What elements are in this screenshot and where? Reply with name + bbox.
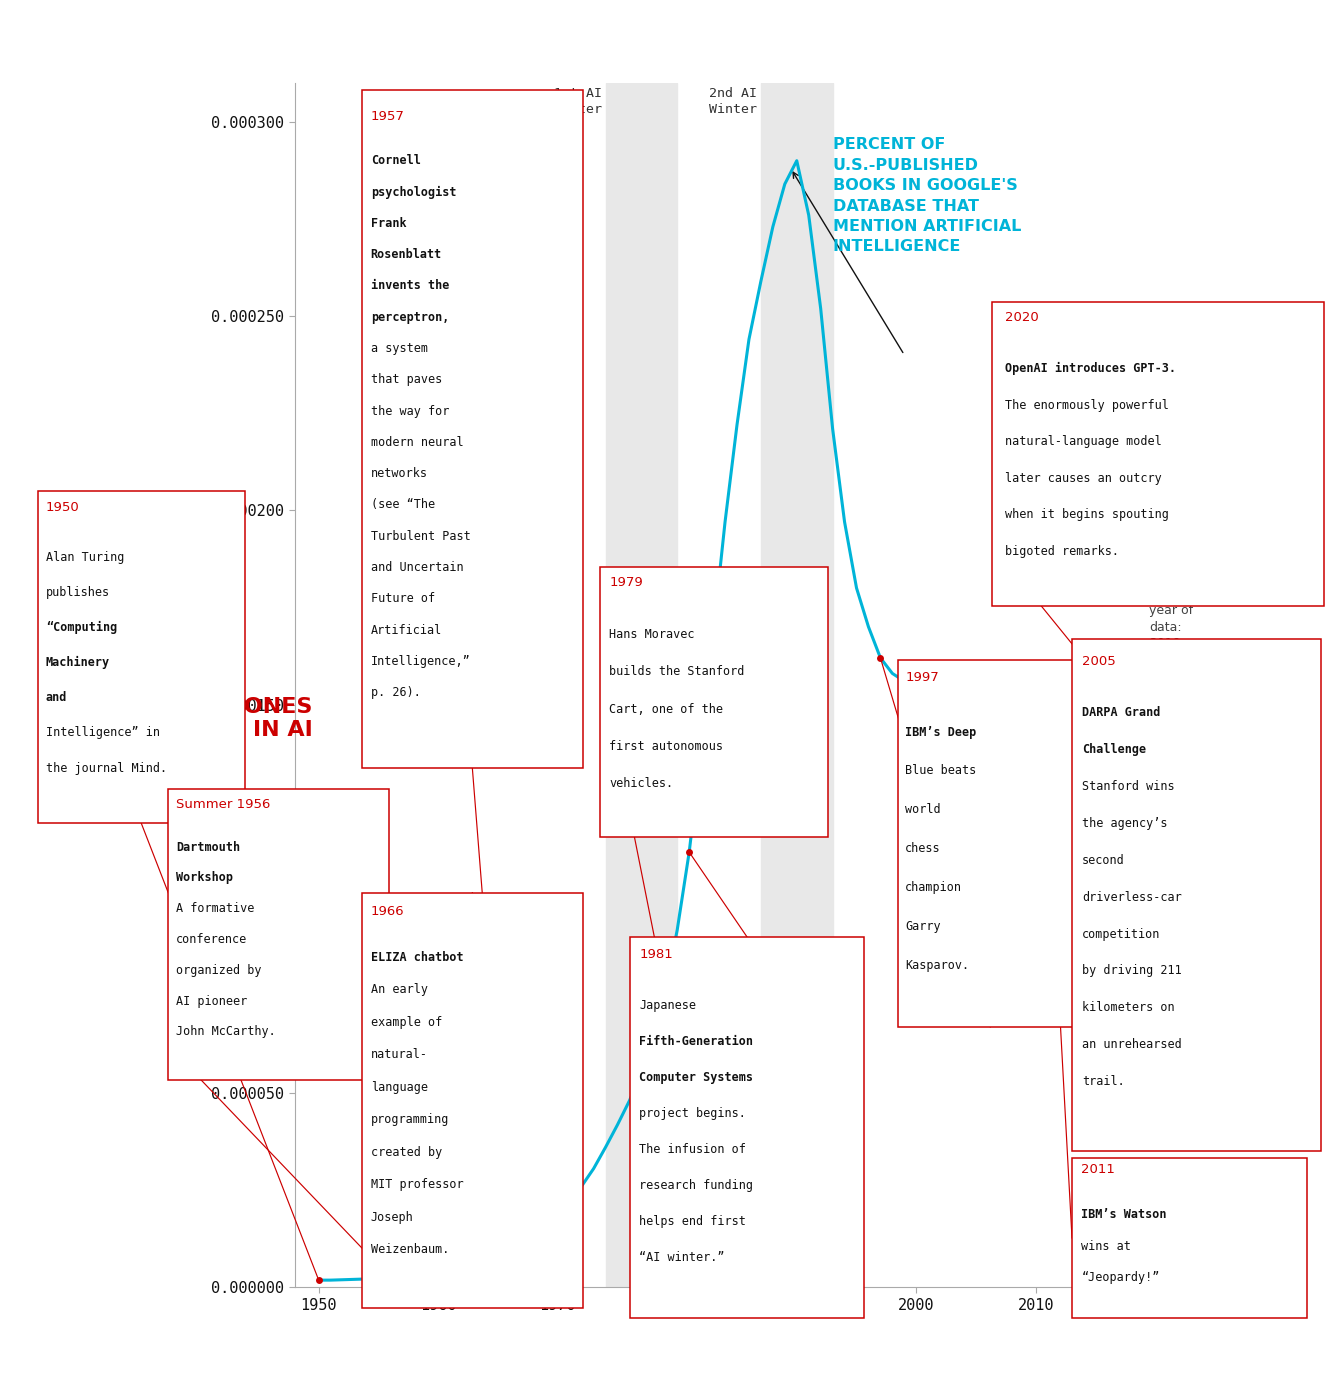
Text: Artificial: Artificial (371, 624, 442, 637)
Text: project begins.: project begins. (639, 1107, 746, 1120)
Bar (606, 83, 677, 1287)
Text: MILESTONES
IN AI: MILESTONES IN AI (153, 696, 312, 740)
Text: when it begins spouting: when it begins spouting (1005, 508, 1168, 522)
Text: “Computing: “Computing (46, 621, 117, 634)
Text: vehicles.: vehicles. (610, 778, 674, 790)
Text: created by: created by (371, 1146, 442, 1158)
Text: Rosenblatt: Rosenblatt (371, 248, 442, 262)
Text: MIT professor: MIT professor (371, 1178, 464, 1192)
Bar (761, 83, 832, 1287)
Text: networks: networks (371, 468, 427, 480)
Text: Computer Systems: Computer Systems (639, 1071, 753, 1084)
Text: perceptron,: perceptron, (371, 310, 449, 324)
Text: helps end first: helps end first (639, 1215, 746, 1228)
Text: The infusion of: The infusion of (639, 1143, 746, 1156)
Text: 2005: 2005 (1081, 655, 1116, 667)
Text: competition: competition (1081, 927, 1160, 941)
Text: a system: a system (371, 342, 427, 354)
Text: Challenge: Challenge (1081, 743, 1146, 756)
Text: A formative: A formative (177, 902, 255, 915)
Text: programming: programming (371, 1113, 449, 1127)
Text: Future of: Future of (371, 592, 434, 605)
Text: that paves: that paves (371, 374, 442, 386)
Text: Cornell: Cornell (371, 154, 421, 167)
Text: Fifth-Generation: Fifth-Generation (639, 1035, 753, 1048)
Text: “AI winter.”: “AI winter.” (639, 1251, 725, 1264)
Text: John McCarthy.: John McCarthy. (177, 1026, 276, 1038)
Text: 2011: 2011 (1081, 1163, 1115, 1176)
Text: The enormously powerful: The enormously powerful (1005, 399, 1168, 411)
Text: An early: An early (371, 983, 427, 996)
Text: Blue beats: Blue beats (906, 764, 977, 778)
Text: Machinery: Machinery (46, 656, 110, 668)
Text: invents the: invents the (371, 280, 449, 292)
Text: Workshop: Workshop (177, 872, 233, 884)
Text: Turbulent Past: Turbulent Past (371, 530, 470, 543)
Text: Weizenbaum.: Weizenbaum. (371, 1243, 449, 1257)
Text: Intelligence,”: Intelligence,” (371, 655, 470, 668)
Text: 1979: 1979 (610, 576, 643, 588)
Text: OpenAI introduces GPT-3.: OpenAI introduces GPT-3. (1005, 363, 1177, 375)
Text: conference: conference (177, 933, 248, 947)
Text: Dartmouth: Dartmouth (177, 840, 240, 854)
Text: Hans Moravec: Hans Moravec (610, 628, 695, 641)
Text: Alan Turing: Alan Turing (46, 551, 125, 563)
Text: the way for: the way for (371, 404, 449, 418)
Text: first autonomous: first autonomous (610, 740, 724, 753)
Text: language: language (371, 1081, 427, 1093)
Text: world: world (906, 803, 941, 817)
Text: psychologist: psychologist (371, 185, 456, 198)
Text: 2nd AI
Winter: 2nd AI Winter (709, 87, 757, 116)
Text: publishes: publishes (46, 585, 110, 599)
Text: and: and (46, 691, 67, 704)
Text: DARPA Grand: DARPA Grand (1081, 706, 1160, 720)
Text: Stanford wins: Stanford wins (1081, 781, 1175, 793)
Text: natural-: natural- (371, 1048, 427, 1062)
Text: PERCENT OF
U.S.-PUBLISHED
BOOKS IN GOOGLE'S
DATABASE THAT
MENTION ARTIFICIAL
INT: PERCENT OF U.S.-PUBLISHED BOOKS IN GOOGL… (832, 137, 1021, 255)
Text: Joseph: Joseph (371, 1211, 414, 1223)
Text: an unrehearsed: an unrehearsed (1081, 1038, 1182, 1052)
Text: Kasparov.: Kasparov. (906, 959, 969, 972)
Text: (see “The: (see “The (371, 498, 434, 512)
Text: “Jeopardy!”: “Jeopardy!” (1081, 1272, 1159, 1284)
Text: 1st AI
Winter: 1st AI Winter (553, 87, 602, 116)
Text: kilometers on: kilometers on (1081, 1002, 1175, 1014)
Text: driverless-car: driverless-car (1081, 891, 1182, 904)
Text: 1966: 1966 (371, 905, 405, 918)
Text: the agency’s: the agency’s (1081, 817, 1167, 830)
Text: Garry: Garry (906, 920, 941, 933)
Text: IBM’s Watson: IBM’s Watson (1081, 1208, 1167, 1221)
Text: 1981: 1981 (639, 948, 673, 962)
Text: wins at: wins at (1081, 1240, 1131, 1253)
Text: and Uncertain: and Uncertain (371, 561, 464, 574)
Text: ELIZA chatbot: ELIZA chatbot (371, 951, 464, 963)
Text: Japanese: Japanese (639, 999, 697, 1012)
Text: IBM’s Deep: IBM’s Deep (906, 725, 977, 739)
Text: trail.: trail. (1081, 1075, 1124, 1088)
Text: second: second (1081, 854, 1124, 866)
Text: example of: example of (371, 1016, 442, 1028)
Text: Intelligence” in: Intelligence” in (46, 727, 159, 739)
Text: 1997: 1997 (906, 671, 939, 684)
Text: bigoted remarks.: bigoted remarks. (1005, 545, 1119, 558)
Text: organized by: organized by (177, 963, 261, 977)
Text: 2020: 2020 (1005, 311, 1038, 324)
Text: 1957: 1957 (371, 111, 405, 123)
Text: by driving 211: by driving 211 (1081, 965, 1182, 977)
Text: p. 26).: p. 26). (371, 686, 421, 699)
Text: research funding: research funding (639, 1179, 753, 1192)
Text: natural-language model: natural-language model (1005, 435, 1162, 448)
Text: chess: chess (906, 841, 941, 855)
Text: Cart, one of the: Cart, one of the (610, 703, 724, 716)
Text: modern neural: modern neural (371, 436, 464, 448)
Text: Summer 1956: Summer 1956 (177, 797, 271, 811)
Text: Last
year of
data:
2019: Last year of data: 2019 (1150, 588, 1194, 650)
Text: champion: champion (906, 880, 962, 894)
Text: later causes an outcry: later causes an outcry (1005, 472, 1162, 484)
Text: AI pioneer: AI pioneer (177, 995, 248, 1008)
Text: Frank: Frank (371, 217, 406, 230)
Text: builds the Stanford: builds the Stanford (610, 666, 745, 678)
Text: the journal Mind.: the journal Mind. (46, 761, 168, 775)
Text: 1950: 1950 (46, 501, 79, 515)
